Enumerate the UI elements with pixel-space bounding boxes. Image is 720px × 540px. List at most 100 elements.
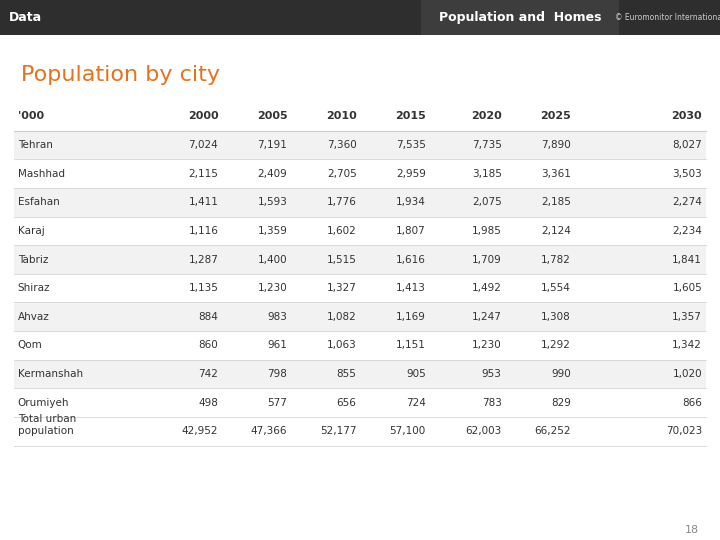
Text: 798: 798 (268, 369, 287, 379)
Text: 983: 983 (268, 312, 287, 322)
Text: 62,003: 62,003 (465, 426, 502, 436)
Text: Population and  Homes: Population and Homes (438, 11, 601, 24)
Text: Data: Data (9, 11, 42, 24)
Text: 2005: 2005 (257, 111, 287, 122)
Text: 860: 860 (199, 340, 218, 350)
Text: 1,327: 1,327 (327, 283, 356, 293)
Text: 2,274: 2,274 (672, 197, 702, 207)
Text: 1,616: 1,616 (396, 254, 426, 265)
Text: 953: 953 (482, 369, 502, 379)
Text: 1,605: 1,605 (672, 283, 702, 293)
Text: 1,411: 1,411 (189, 197, 218, 207)
Text: 1,492: 1,492 (472, 283, 502, 293)
Text: 3,185: 3,185 (472, 168, 502, 179)
Text: 1,554: 1,554 (541, 283, 571, 293)
Text: 2025: 2025 (540, 111, 571, 122)
Text: 1,841: 1,841 (672, 254, 702, 265)
Text: 42,952: 42,952 (182, 426, 218, 436)
Text: 7,024: 7,024 (189, 140, 218, 150)
Text: Tehran: Tehran (18, 140, 53, 150)
Text: Orumiyeh: Orumiyeh (18, 397, 69, 408)
Text: 855: 855 (337, 369, 356, 379)
Bar (0, 0, 421, 35)
Text: Karaj: Karaj (18, 226, 45, 236)
Text: 1,413: 1,413 (396, 283, 426, 293)
Text: 2000: 2000 (188, 111, 218, 122)
Bar (14, 131, 706, 159)
Text: 3,361: 3,361 (541, 168, 571, 179)
Text: 1,515: 1,515 (327, 254, 356, 265)
Text: 1,287: 1,287 (189, 254, 218, 265)
Text: 1,247: 1,247 (472, 312, 502, 322)
Text: 2,959: 2,959 (396, 168, 426, 179)
Text: 2,075: 2,075 (472, 197, 502, 207)
Text: 1,400: 1,400 (258, 254, 287, 265)
Text: 2010: 2010 (325, 111, 356, 122)
Text: 1,116: 1,116 (189, 226, 218, 236)
Text: 1,342: 1,342 (672, 340, 702, 350)
Text: 1,602: 1,602 (327, 226, 356, 236)
Text: Kermanshah: Kermanshah (18, 369, 83, 379)
Text: 1,934: 1,934 (396, 197, 426, 207)
Bar (619, 0, 720, 35)
Text: 1,776: 1,776 (327, 197, 356, 207)
Text: 7,191: 7,191 (258, 140, 287, 150)
Bar (14, 360, 706, 388)
Text: 1,020: 1,020 (672, 369, 702, 379)
Text: 742: 742 (199, 369, 218, 379)
Text: 884: 884 (199, 312, 218, 322)
Bar (14, 302, 706, 331)
Text: 1,135: 1,135 (189, 283, 218, 293)
Text: 1,230: 1,230 (472, 340, 502, 350)
Text: Total urban
population: Total urban population (18, 414, 76, 436)
Text: 1,593: 1,593 (258, 197, 287, 207)
Text: 7,735: 7,735 (472, 140, 502, 150)
Text: 1,985: 1,985 (472, 226, 502, 236)
Text: Tabriz: Tabriz (18, 254, 48, 265)
Text: 905: 905 (406, 369, 426, 379)
Bar (14, 388, 706, 417)
Bar (14, 159, 706, 188)
Text: Ahvaz: Ahvaz (18, 312, 50, 322)
Text: 2,234: 2,234 (672, 226, 702, 236)
Text: 577: 577 (268, 397, 287, 408)
Text: 829: 829 (551, 397, 571, 408)
Text: 2,124: 2,124 (541, 226, 571, 236)
Text: 1,292: 1,292 (541, 340, 571, 350)
Text: 47,366: 47,366 (251, 426, 287, 436)
Text: '000: '000 (18, 111, 44, 122)
Text: 70,023: 70,023 (666, 426, 702, 436)
Text: 1,782: 1,782 (541, 254, 571, 265)
Text: 2,705: 2,705 (327, 168, 356, 179)
Bar (421, 0, 619, 35)
Bar (14, 274, 706, 302)
Text: 1,063: 1,063 (327, 340, 356, 350)
Text: 656: 656 (337, 397, 356, 408)
Text: Mashhad: Mashhad (18, 168, 65, 179)
Text: 66,252: 66,252 (534, 426, 571, 436)
Text: 498: 498 (199, 397, 218, 408)
Text: 1,230: 1,230 (258, 283, 287, 293)
Bar (14, 245, 706, 274)
Text: 1,082: 1,082 (327, 312, 356, 322)
Text: 7,360: 7,360 (327, 140, 356, 150)
Text: 1,169: 1,169 (396, 312, 426, 322)
Text: 7,890: 7,890 (541, 140, 571, 150)
Text: Population by city: Population by city (22, 65, 220, 85)
Bar (14, 188, 706, 217)
Text: 2,409: 2,409 (258, 168, 287, 179)
Text: 3,503: 3,503 (672, 168, 702, 179)
Text: 18: 18 (685, 525, 698, 535)
Text: 1,709: 1,709 (472, 254, 502, 265)
Text: 2020: 2020 (471, 111, 502, 122)
Text: 2,115: 2,115 (189, 168, 218, 179)
Text: 7,535: 7,535 (396, 140, 426, 150)
Text: 1,151: 1,151 (396, 340, 426, 350)
Text: 8,027: 8,027 (672, 140, 702, 150)
Text: Shiraz: Shiraz (18, 283, 50, 293)
Text: 990: 990 (551, 369, 571, 379)
Bar (14, 217, 706, 245)
Text: 2,185: 2,185 (541, 197, 571, 207)
Text: 2015: 2015 (395, 111, 426, 122)
Text: 1,357: 1,357 (672, 312, 702, 322)
